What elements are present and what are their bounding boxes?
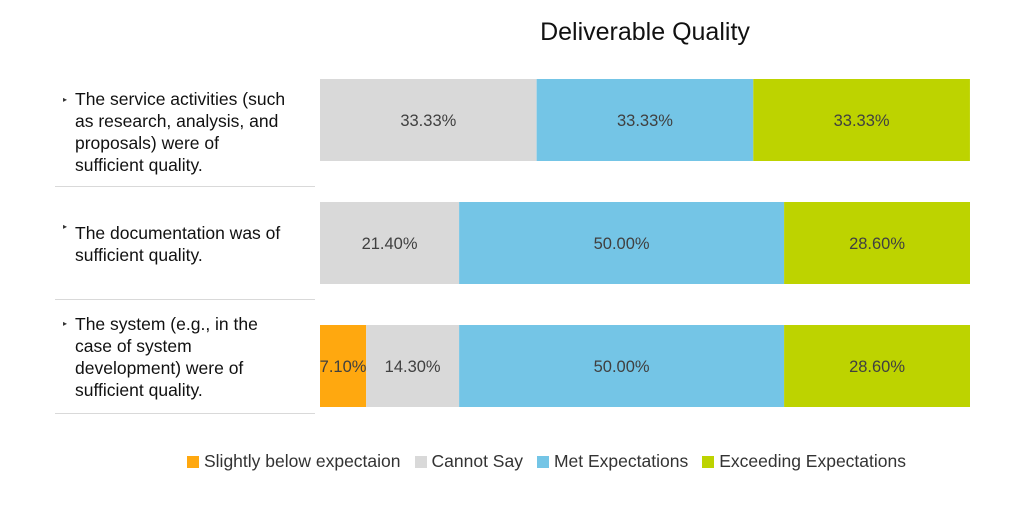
bar-segment <box>459 202 785 284</box>
bar-segment <box>320 79 537 161</box>
chart-title: Deliverable Quality <box>540 18 750 46</box>
bullet-icon: ▸ <box>62 95 67 104</box>
legend-swatch <box>187 455 199 468</box>
bar-segment <box>366 325 460 407</box>
bar-segment <box>320 325 367 407</box>
bullet-icon: ▸ <box>62 222 67 231</box>
legend-item: Cannot Say <box>414 451 523 472</box>
category-label: ▸ The service activities (such as research… <box>55 77 315 187</box>
legend-swatch <box>702 455 715 468</box>
data-label: 21.40% <box>362 235 418 253</box>
bar-segment <box>459 325 785 407</box>
data-label: 7.10% <box>320 358 367 376</box>
bar-segment <box>753 79 970 161</box>
data-label: 28.60% <box>849 358 905 376</box>
category-label: ▸ The documentation was of sufficient qual… <box>55 188 315 300</box>
category-label-text: The system (e.g., in the case of system de… <box>75 314 258 400</box>
bar-segment <box>784 202 970 284</box>
chart-legend: Slightly below expectaion Cannot Say Met E… <box>0 451 1033 472</box>
legend-item: Slightly below expectaion <box>187 451 401 472</box>
data-label: 33.33% <box>834 112 890 130</box>
data-label: 14.30% <box>385 358 441 376</box>
legend-swatch <box>536 455 549 468</box>
data-label: 28.60% <box>849 235 905 253</box>
legend-label: Cannot Say <box>431 451 523 471</box>
category-label: ▸ The system (e.g., in the case of system d… <box>55 301 315 414</box>
data-label: 33.33% <box>400 112 456 130</box>
category-label-text: The service activities (such as research,… <box>75 88 286 175</box>
data-label: 50.00% <box>594 235 650 253</box>
data-label: 50.00% <box>594 358 650 376</box>
bar-segment <box>536 79 754 161</box>
legend-label: Exceeding Expectations <box>719 451 906 471</box>
legend-item: Met Expectations <box>536 451 689 472</box>
legend-swatch <box>414 455 427 468</box>
category-label-text: The documentation was of sufficient quali… <box>75 222 281 265</box>
bar-segment <box>320 202 460 284</box>
legend-label: Met Expectations <box>553 451 689 471</box>
data-label: 33.33% <box>617 112 673 130</box>
legend-label: Slightly below expectaion <box>204 451 401 471</box>
bullet-icon: ▸ <box>62 319 67 328</box>
legend-item: Exceeding Expectations <box>702 451 906 472</box>
bar-segment <box>784 325 970 407</box>
